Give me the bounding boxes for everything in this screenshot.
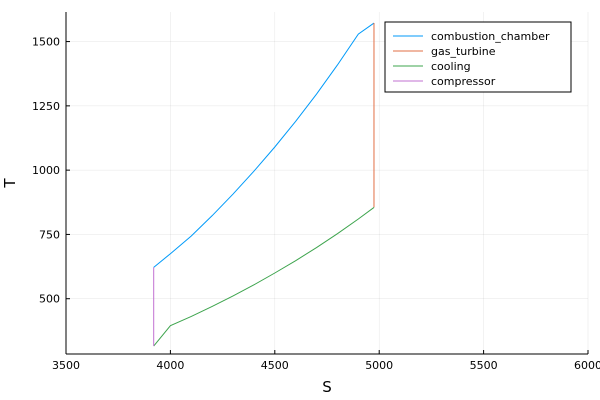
x-tick-label: 6000 bbox=[574, 359, 600, 372]
grid bbox=[65, 12, 589, 354]
y-tick-label: 750 bbox=[39, 228, 60, 241]
x-tick-label: 5000 bbox=[365, 359, 393, 372]
legend-label-cooling: cooling bbox=[431, 60, 471, 73]
legend-label-gas-turbine: gas_turbine bbox=[431, 45, 496, 58]
x-tick-label: 5500 bbox=[470, 359, 498, 372]
y-tick-label: 1250 bbox=[32, 100, 60, 113]
series-line-combustion-chamber bbox=[153, 22, 375, 268]
y-axis-title: T bbox=[1, 178, 19, 189]
tick-labels: 3500 4000 4500 5000 5500 6000 500 750 1000 1250 15… bbox=[32, 36, 600, 372]
legend-label-combustion-chamber: combustion_chamber bbox=[431, 30, 550, 43]
x-tick-label: 4000 bbox=[156, 359, 184, 372]
series-lines bbox=[153, 22, 375, 347]
x-axis-title: S bbox=[322, 378, 332, 396]
legend-label-compressor: compressor bbox=[431, 75, 496, 88]
legend-box bbox=[384, 21, 572, 93]
y-tick-label: 1500 bbox=[32, 36, 60, 49]
axes bbox=[65, 12, 589, 355]
series-line-cooling bbox=[153, 207, 375, 347]
y-tick-label: 1000 bbox=[32, 164, 60, 177]
x-tick-label: 3500 bbox=[52, 359, 80, 372]
y-tick-label: 500 bbox=[39, 293, 60, 306]
x-tick-label: 4500 bbox=[261, 359, 289, 372]
